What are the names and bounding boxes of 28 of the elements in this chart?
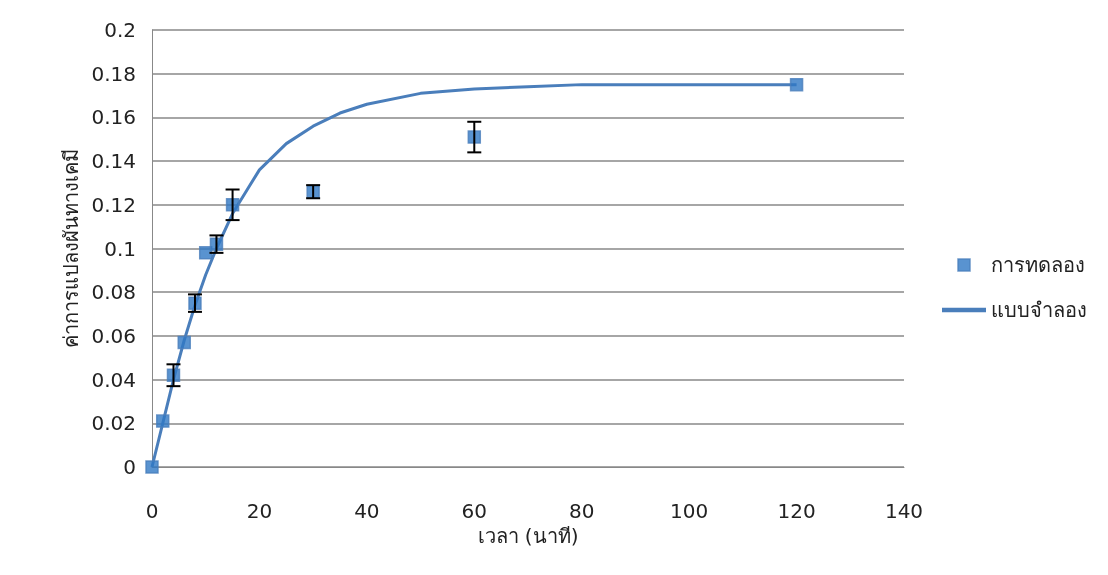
y-tick-label: 0.06 <box>91 323 136 348</box>
y-tick-label: 0.1 <box>104 236 136 261</box>
y-tick-label: 0.02 <box>91 411 136 436</box>
x-tick-label: 20 <box>246 499 273 523</box>
x-axis-title: เวลา (นาที) <box>477 523 579 548</box>
legend-label: แบบจำลอง <box>991 298 1087 322</box>
y-tick-label: 0.08 <box>91 280 136 305</box>
point <box>789 77 804 92</box>
x-tick-label: 140 <box>884 499 924 523</box>
y-tick-label: 0.18 <box>91 61 136 86</box>
x-tick-label: 40 <box>354 499 380 523</box>
x-tick-label: 120 <box>777 499 816 523</box>
y-tick-label: 0.04 <box>91 367 136 392</box>
y-tick-label: 0.14 <box>91 149 136 174</box>
point <box>155 414 170 428</box>
point <box>145 460 159 474</box>
y-tick-label: 0 <box>123 455 136 479</box>
x-tick-label: 100 <box>670 499 709 523</box>
x-tick-label: 0 <box>145 499 159 523</box>
x-tick-label: 60 <box>461 499 488 523</box>
point <box>198 246 213 260</box>
y-tick-label: 0.16 <box>91 105 136 130</box>
x-tick-label: 80 <box>568 499 595 523</box>
point <box>177 335 191 350</box>
y-tick-label: 0.12 <box>91 192 136 217</box>
y-tick-label: 0.2 <box>104 18 136 42</box>
legend-label: การทดลอง <box>991 253 1085 277</box>
y-axis-title: ค่าการแปลงผันทางเคมี <box>58 149 83 348</box>
